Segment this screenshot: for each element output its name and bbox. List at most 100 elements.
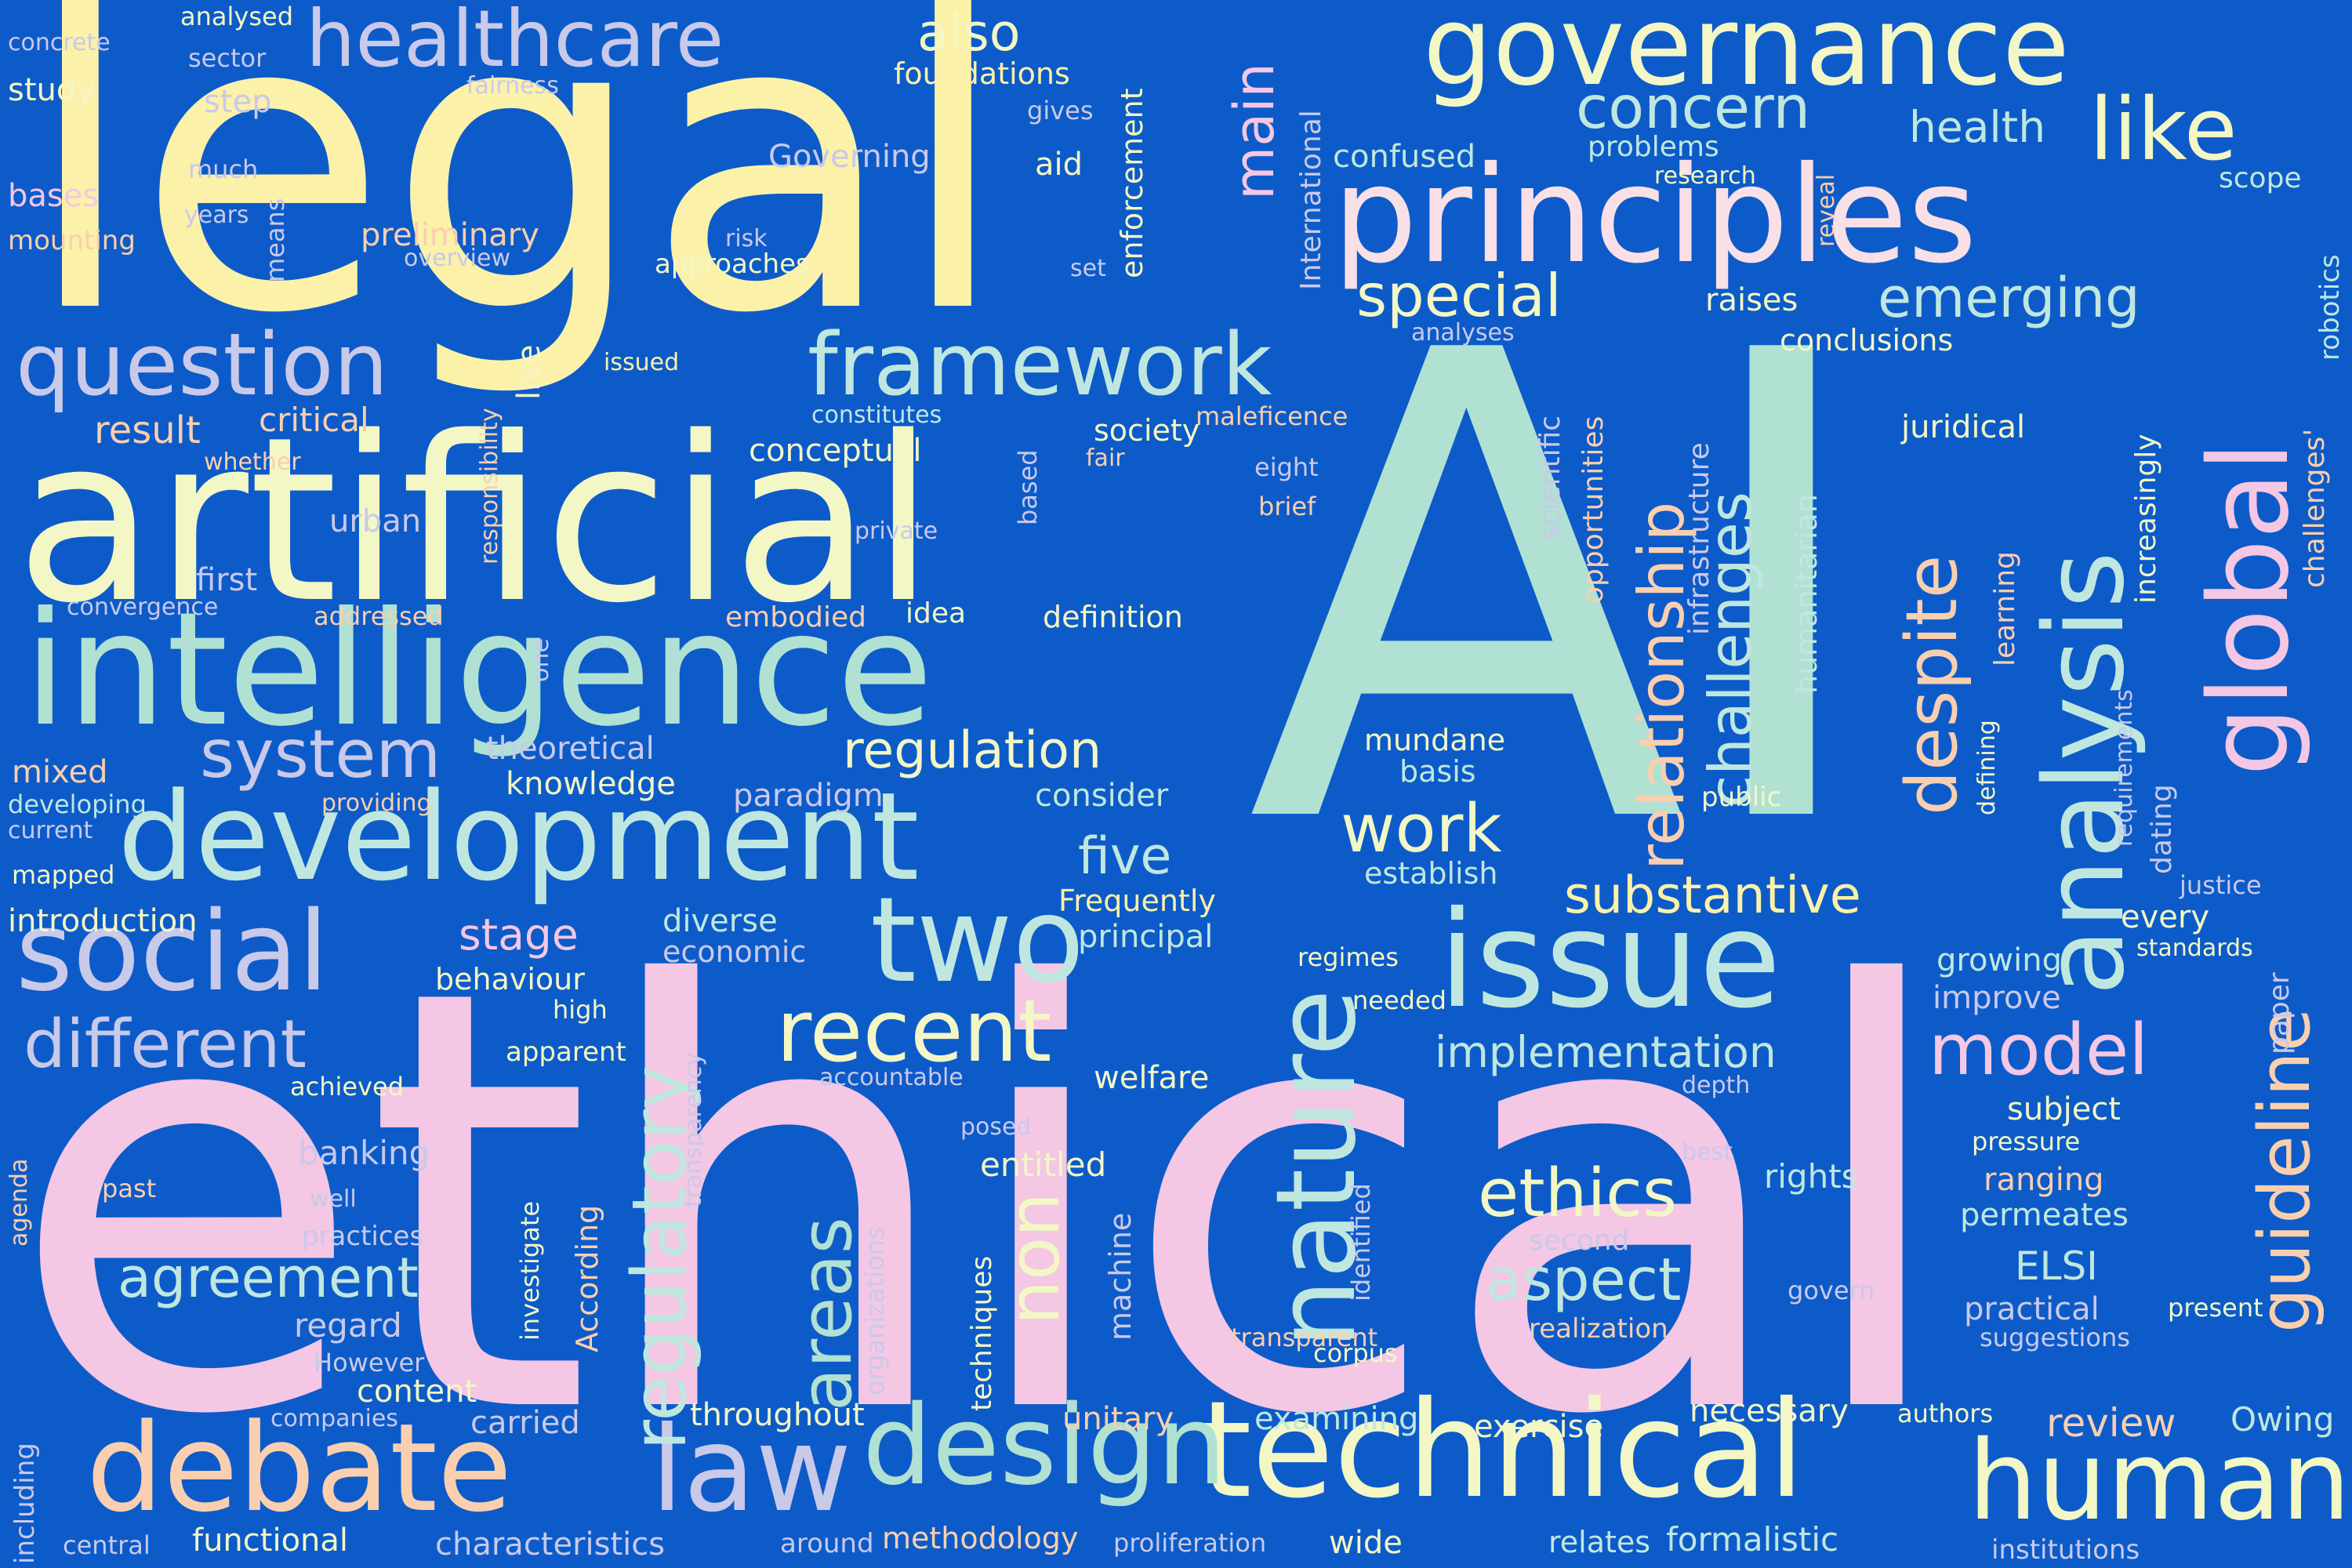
word-theoretical: theoretical: [486, 731, 655, 767]
word-approaches: approaches: [655, 249, 810, 280]
word-mapped: mapped: [12, 860, 115, 890]
word-present: present: [2168, 1293, 2263, 1323]
word-responsibility: responsibility: [476, 408, 503, 564]
word-preliminary: preliminary: [361, 217, 539, 253]
word-international: International: [1295, 110, 1327, 290]
word-scope: scope: [2219, 162, 2302, 194]
word-ethical: ethical: [8, 866, 1957, 1541]
word-corpus: corpus: [1313, 1338, 1398, 1368]
word-juridical: juridical: [1901, 409, 2026, 445]
word-analysed: analysed: [180, 2, 293, 31]
word-also: also: [917, 4, 1021, 63]
word-past: past: [102, 1174, 157, 1203]
word-issue: issue: [1439, 883, 1781, 1038]
word-work: work: [1341, 790, 1502, 868]
word-problems: problems: [1588, 131, 1719, 163]
word-robotics: robotics: [2314, 254, 2346, 361]
word-posed: posed: [960, 1113, 1032, 1141]
word-substantive: substantive: [1564, 866, 1861, 925]
word-content: content: [357, 1374, 477, 1410]
word-convergence: convergence: [67, 593, 219, 621]
word-whether: whether: [204, 448, 301, 476]
word-requirements: requirements: [2111, 689, 2138, 847]
word-constitutes: constitutes: [811, 401, 942, 429]
word-investigate: investigate: [515, 1200, 545, 1341]
word-defining: defining: [1973, 720, 2001, 815]
word-authors: authors: [1897, 1399, 1994, 1428]
word-frequently: Frequently: [1058, 884, 1216, 918]
word-increasingly: increasingly: [2130, 434, 2162, 604]
word-transparent: transparent: [1231, 1323, 1378, 1352]
word-infrastructure: infrastructure: [1683, 442, 1715, 635]
word-transparency: transparency: [680, 1052, 707, 1207]
word-dating: dating: [2146, 784, 2178, 874]
word-improve: improve: [1933, 980, 2061, 1016]
word-scientific: scientific: [1534, 415, 1566, 541]
word-paper: paper: [2263, 972, 2296, 1054]
word-ai: AI: [1247, 218, 1876, 966]
word-result: result: [94, 408, 201, 452]
word-well: well: [310, 1185, 357, 1213]
word-conceptual: conceptual: [749, 433, 922, 469]
word-framework: framework: [808, 314, 1272, 415]
word-study: study: [8, 72, 95, 108]
word-carried: carried: [470, 1405, 580, 1441]
word-addressed: addressed: [314, 601, 444, 631]
word-years: years: [184, 201, 249, 229]
word-artificial: artificial: [16, 389, 935, 653]
word-much: much: [188, 154, 259, 184]
word-apparent: apparent: [506, 1036, 626, 1068]
word-ranging: ranging: [1984, 1162, 2104, 1198]
word-two: two: [870, 873, 1085, 1009]
word-analyses: analyses: [1411, 319, 1515, 347]
word-technical: technical: [1200, 1373, 1806, 1528]
word-agreement: agreement: [118, 1246, 419, 1310]
word-concern: concern: [1576, 73, 1811, 142]
word-governing: Governing: [768, 139, 931, 175]
word-bases: bases: [8, 178, 100, 214]
word-debate: debate: [86, 1397, 513, 1539]
word-depth: depth: [1682, 1072, 1751, 1099]
word-agenda: agenda: [5, 1158, 33, 1247]
word-regard: regard: [294, 1306, 402, 1345]
word-challenges2: challenges': [2299, 428, 2331, 588]
word-areas: areas: [786, 1217, 868, 1411]
word-owing: Owing: [2230, 1400, 2335, 1439]
word-sector: sector: [188, 43, 267, 73]
word-mounting: mounting: [8, 225, 136, 256]
word-concrete: concrete: [8, 29, 111, 56]
word-fair: fair: [1086, 445, 1125, 472]
word-methodology: methodology: [882, 1521, 1079, 1555]
word-five: five: [1078, 827, 1172, 886]
word-according: According: [570, 1204, 604, 1352]
word-emerging: emerging: [1878, 266, 2140, 330]
word-economic: economic: [662, 935, 807, 969]
word-principal: principal: [1078, 919, 1214, 955]
word-machine: machine: [1103, 1212, 1138, 1341]
word-basis: basis: [1399, 754, 1476, 789]
word-needed: needed: [1352, 985, 1446, 1015]
word-achieved: achieved: [290, 1072, 404, 1102]
word-rights: rights: [1764, 1157, 1859, 1196]
word-permeates: permeates: [1960, 1197, 2129, 1233]
word-characteristics: characteristics: [435, 1526, 666, 1563]
word-diverse: diverse: [662, 903, 778, 939]
word-institutions: institutions: [1991, 1534, 2140, 1566]
word-stage: stage: [459, 909, 579, 960]
word-necessary: necessary: [1690, 1393, 1849, 1429]
word-developing: developing: [8, 789, 147, 819]
word-recent: recent: [776, 981, 1052, 1081]
word-unitary: unitary: [1062, 1401, 1174, 1437]
word-accountable: accountable: [819, 1064, 964, 1091]
word-humanitarian: humanitarian: [1789, 494, 1824, 694]
word-techniques: techniques: [966, 1255, 998, 1411]
word-healthcare: healthcare: [306, 0, 724, 85]
word-including: including: [9, 1443, 41, 1564]
word-main: main: [1222, 63, 1287, 200]
word-global: global: [2186, 441, 2314, 776]
word-pressure: pressure: [1972, 1127, 2081, 1156]
word-aid: aid: [1035, 147, 1083, 183]
word-model: model: [1929, 1009, 2149, 1091]
word-consider: consider: [1035, 778, 1169, 814]
